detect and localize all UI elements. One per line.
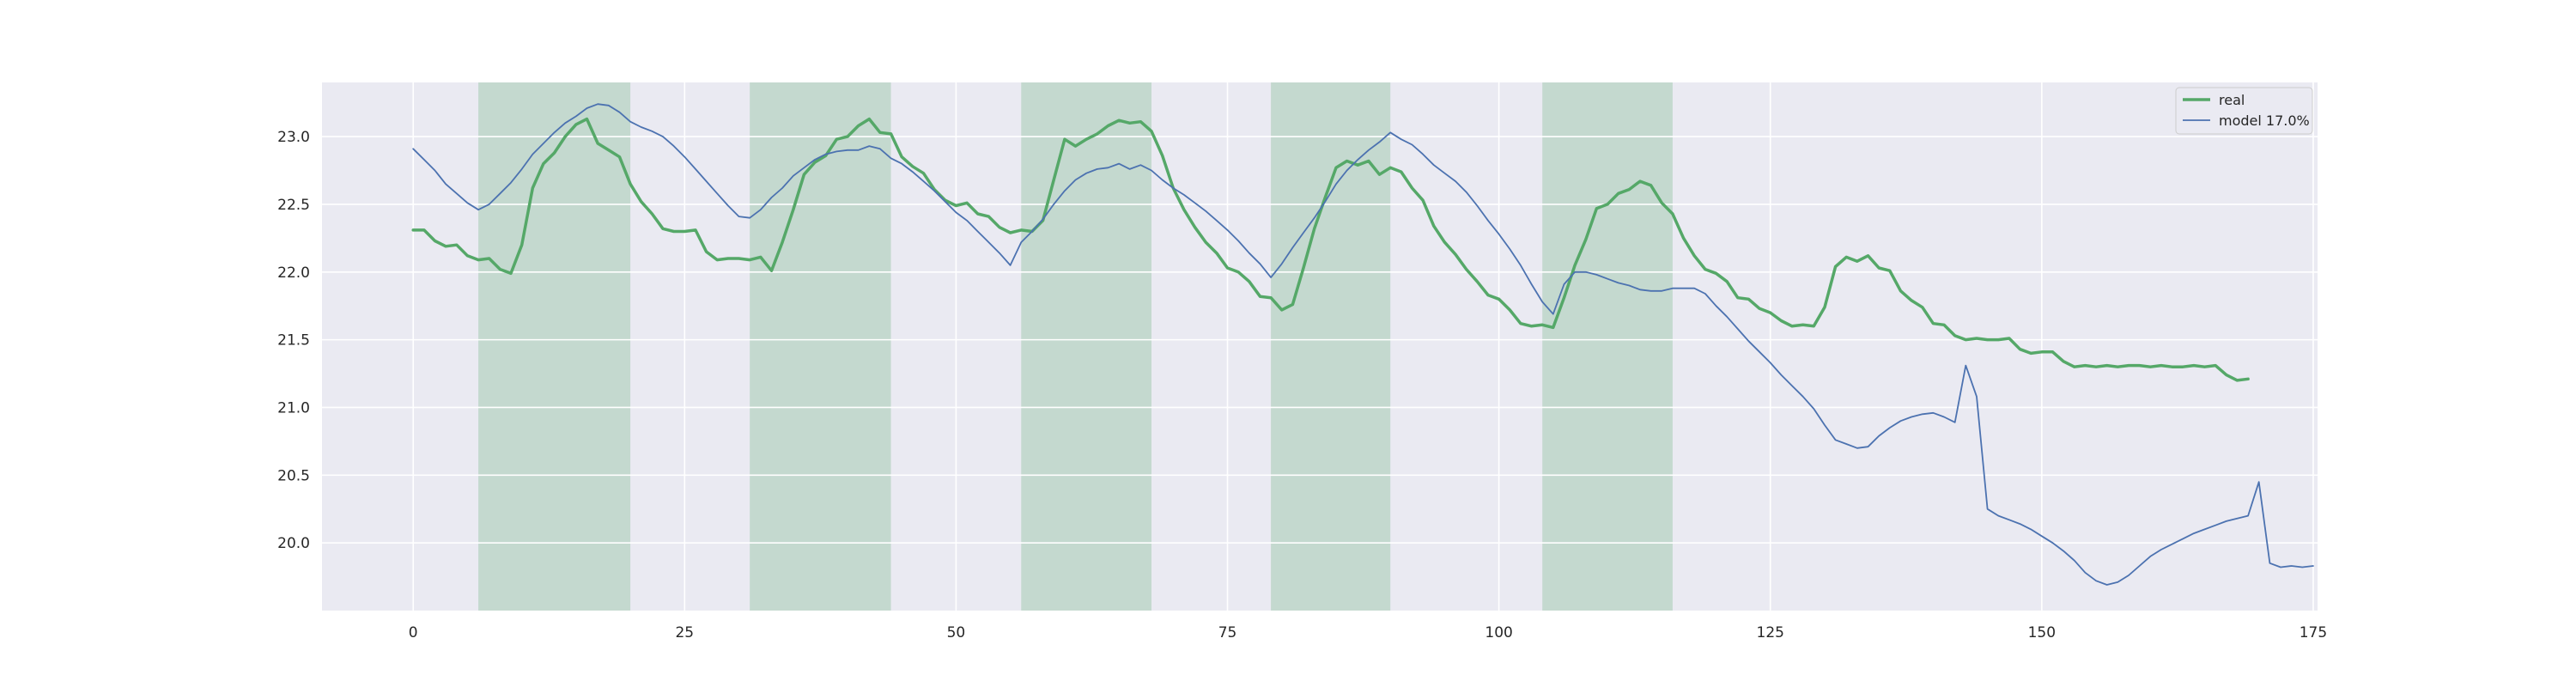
- shaded-region-1: [750, 82, 891, 611]
- y-tick-label: 23.0: [277, 129, 310, 146]
- y-tick-label: 21.5: [277, 332, 310, 350]
- x-tick-label: 150: [2028, 624, 2056, 641]
- legend: real model 17.0%: [2175, 87, 2313, 135]
- y-tick-label: 22.0: [277, 264, 310, 282]
- shaded-region-3: [1271, 82, 1391, 611]
- y-tick-label: 20.5: [277, 467, 310, 484]
- x-tick-label: 0: [409, 624, 418, 641]
- y-tick-label: 22.5: [277, 197, 310, 214]
- x-tick-label: 125: [1757, 624, 1784, 641]
- x-tick-label: 50: [947, 624, 966, 641]
- x-tick-label: 100: [1485, 624, 1512, 641]
- series-line-model: [412, 103, 2314, 586]
- shaded-region-2: [1021, 82, 1152, 611]
- y-tick-label: 21.0: [277, 399, 310, 416]
- legend-label-real: real: [2219, 92, 2245, 108]
- x-tick-label: 175: [2300, 624, 2327, 641]
- shaded-region-0: [478, 82, 631, 611]
- grid-lines: [322, 82, 2318, 611]
- legend-label-model: model 17.0%: [2219, 112, 2310, 129]
- series-line-real: [411, 117, 2250, 382]
- series-lines: [411, 103, 2314, 586]
- shaded-regions: [478, 82, 1673, 611]
- x-tick-label: 25: [675, 624, 694, 641]
- plot-background: [322, 82, 2318, 611]
- x-tick-label: 75: [1218, 624, 1237, 641]
- tick-labels: 0 25 50 75 100 125 150 175 20.0 20.5 21.0 21.5 22.0 2…: [277, 129, 2327, 641]
- shaded-region-4: [1542, 82, 1673, 611]
- y-tick-label: 20.0: [277, 535, 310, 552]
